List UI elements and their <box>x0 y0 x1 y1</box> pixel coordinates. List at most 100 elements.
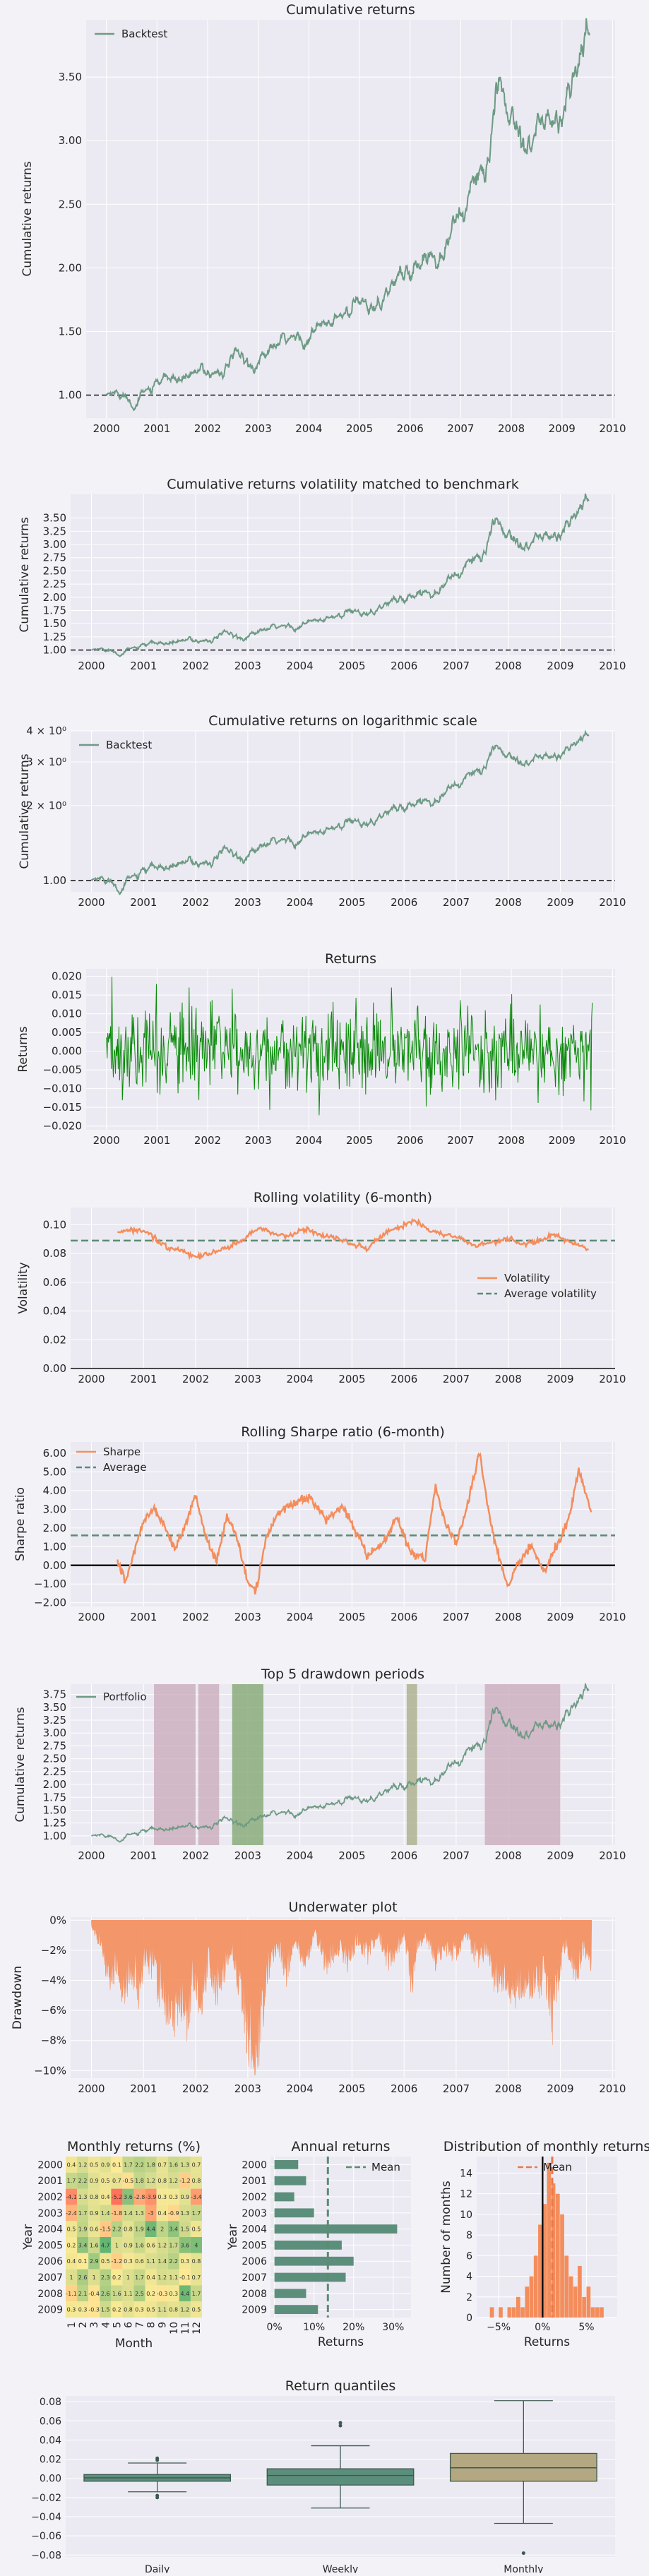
heatmap-cell-value: -3.9 <box>145 2194 157 2200</box>
x-tick-label: 2009 <box>547 660 573 672</box>
y-tick-label: 0.00 <box>43 1559 66 1572</box>
histogram-bar <box>534 2255 538 2318</box>
histogram-bar <box>520 2307 525 2318</box>
heatmap-cell-value: 2.2 <box>78 2178 88 2184</box>
histogram-bar <box>595 2307 600 2318</box>
y-tick-label: 1.75 <box>43 1791 66 1803</box>
heatmap-cell-value: 0.3 <box>169 2194 178 2200</box>
x-tick-label: 2006 <box>391 2082 417 2095</box>
x-tick-label: 2003 <box>234 1373 261 1385</box>
plot-area <box>71 494 615 655</box>
x-axis-label: Month <box>115 2337 153 2351</box>
heatmap-cell-value: -3.4 <box>191 2194 202 2200</box>
y-tick-label: 2005 <box>37 2240 63 2251</box>
x-tick-label: 2006 <box>391 1849 417 1862</box>
annual-bar <box>275 2241 342 2250</box>
outlier-point <box>155 2457 159 2460</box>
x-tick-label: 2005 <box>338 660 365 672</box>
heatmap-cell-value: 0.3 <box>135 2307 144 2313</box>
heatmap-cell-value: 2.9 <box>90 2258 99 2265</box>
histogram-bar <box>564 2255 568 2318</box>
heatmap-cell-value: 0.3 <box>67 2307 76 2313</box>
heatmap-cell-value: 0.3 <box>181 2258 190 2265</box>
x-tick-label: 2003 <box>234 1611 261 1623</box>
y-tick-label: 2.25 <box>43 1765 66 1778</box>
chart-title: Return quantiles <box>285 2378 395 2394</box>
x-tick-label: 2001 <box>130 1611 157 1623</box>
y-tick-label: 0.010 <box>52 1008 82 1020</box>
x-tick-label: 3 <box>89 2322 100 2328</box>
y-tick-label: −2.00 <box>34 1597 66 1609</box>
y-tick-label: −0.010 <box>42 1083 82 1095</box>
heatmap-cell-value: 1.9 <box>135 2226 144 2233</box>
x-tick-label: 2002 <box>182 1849 209 1862</box>
annual-bar <box>275 2289 306 2298</box>
y-tick-label: −4% <box>41 1974 66 1986</box>
x-tick-label: 2007 <box>447 1134 474 1147</box>
x-tick-label: 2008 <box>495 896 522 909</box>
heatmap-cell-value: 1.6 <box>112 2291 121 2297</box>
heatmap-cell-value: 1.1 <box>169 2274 178 2281</box>
heatmap-cell-value: 0.2 <box>112 2307 121 2313</box>
y-tick-label: 6 <box>466 2250 472 2262</box>
y-tick-label: 1.25 <box>43 631 66 643</box>
heatmap-cell-value: 1.1 <box>157 2307 167 2313</box>
y-tick-label: 3.50 <box>43 1701 66 1714</box>
y-tick-label: −6% <box>41 2004 66 2017</box>
x-tick-label: 2009 <box>547 2082 573 2095</box>
histogram-bar <box>573 2286 578 2318</box>
chart-title: Monthly returns (%) <box>67 2139 201 2154</box>
heatmap-cell-value: -1.8 <box>112 2210 123 2217</box>
heatmap-cell-value: 4.4 <box>146 2226 155 2233</box>
drawdown-period-1 <box>154 1684 196 1845</box>
x-tick-label: 2003 <box>245 1134 272 1147</box>
y-tick-label: 0.00 <box>40 2474 61 2485</box>
x-tick-label: 2007 <box>443 2082 470 2095</box>
x-tick-label: 2003 <box>234 896 261 909</box>
outlier-point <box>155 2496 159 2499</box>
plot-area <box>71 731 615 892</box>
x-tick-label: 2000 <box>78 1849 105 1862</box>
histogram-bar <box>490 2307 494 2318</box>
y-axis-label: Drawdown <box>11 1966 25 2029</box>
heatmap-cell-value: 1.7 <box>135 2274 144 2281</box>
heatmap-cell-value: 1.5 <box>101 2307 110 2313</box>
heatmap-cell-value: 0.8 <box>124 2307 133 2313</box>
heatmap-cell-value: 1.2 <box>157 2274 167 2281</box>
heatmap-cell-value: 2.5 <box>135 2291 144 2297</box>
heatmap-cell-value: -1.5 <box>100 2226 111 2233</box>
y-tick-label: −0.04 <box>31 2512 61 2523</box>
y-tick-label: 2009 <box>242 2305 267 2316</box>
heatmap-cell-value: -0.3 <box>88 2307 100 2313</box>
heatmap-cell-value: 0.5 <box>90 2161 99 2168</box>
x-tick-label: 10 <box>169 2322 180 2334</box>
x-tick-label: 12 <box>191 2322 203 2334</box>
y-tick-label: 1.75 <box>43 604 66 616</box>
y-axis-label: Cumulative returns <box>13 1707 28 1822</box>
heatmap-cell-value: 0.9 <box>90 2178 99 2184</box>
x-tick-label: 9 <box>157 2322 169 2328</box>
histogram-bar <box>508 2307 512 2318</box>
plot-area <box>71 1442 615 1606</box>
heatmap-cell-value: 3.6 <box>181 2242 190 2248</box>
x-tick-label: 2010 <box>599 1134 626 1147</box>
heatmap-cell-value: 3.4 <box>78 2242 88 2248</box>
heatmap-cell-value: 0.5 <box>67 2226 76 2233</box>
x-tick-label: 2001 <box>130 2082 157 2095</box>
x-tick-label: 2005 <box>346 422 373 435</box>
heatmap-cell-value: 0.5 <box>101 2258 110 2265</box>
annual-bar <box>275 2257 354 2266</box>
x-tick-label: 4 <box>100 2322 112 2328</box>
x-tick-label: 2009 <box>547 1373 573 1385</box>
y-axis-label: Cumulative returns <box>18 517 32 632</box>
heatmap-cell-value: -0.1 <box>179 2274 191 2281</box>
annual-bar <box>275 2160 299 2169</box>
x-tick-label: 2001 <box>130 896 157 909</box>
x-tick-label: 2006 <box>391 896 417 909</box>
plot-area <box>86 20 615 418</box>
